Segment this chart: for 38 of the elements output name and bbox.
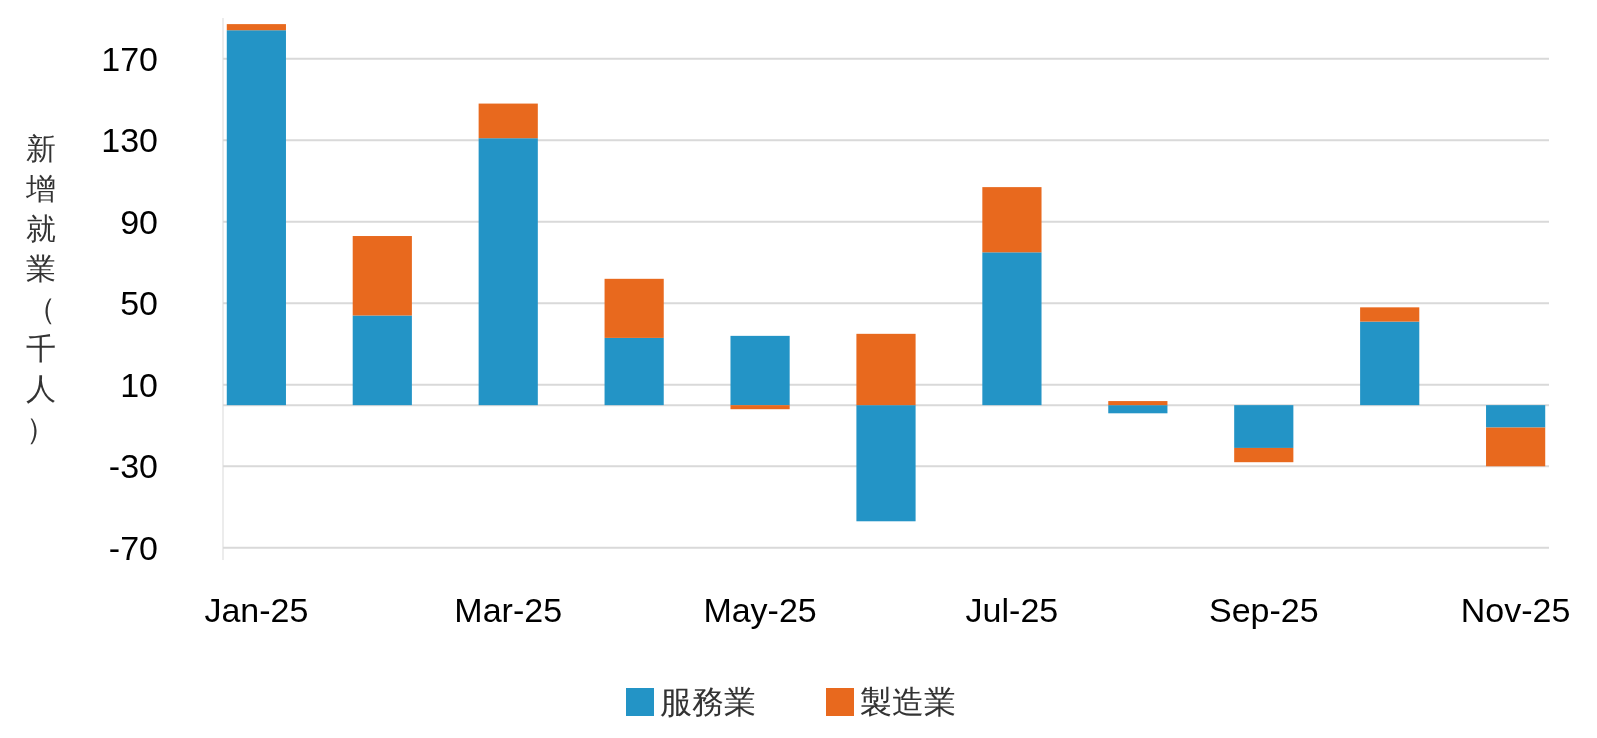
bar <box>478 103 538 139</box>
bar <box>730 405 790 410</box>
x-tick-label: Jan-25 <box>204 591 309 629</box>
bar <box>1108 405 1168 414</box>
x-tick-label: Mar-25 <box>454 591 563 629</box>
y-tick-label: 50 <box>120 284 158 323</box>
bar <box>1234 405 1294 448</box>
bar <box>478 138 538 406</box>
bar <box>982 187 1042 253</box>
bar <box>856 333 916 406</box>
legend-label: 服務業 <box>660 683 756 722</box>
bar <box>1360 321 1420 406</box>
bar <box>226 24 286 31</box>
x-tick-label: Nov-25 <box>1460 591 1571 629</box>
x-tick-label: Jul-25 <box>965 591 1059 629</box>
bar <box>226 30 286 406</box>
y-tick-label: 130 <box>101 121 158 160</box>
bar <box>856 405 916 522</box>
bar <box>604 337 664 406</box>
y-axis-title: 新增就業（千人） <box>25 131 56 446</box>
bar <box>1486 427 1546 467</box>
legend-label: 製造業 <box>860 683 956 722</box>
bar <box>604 278 664 338</box>
y-tick-label: 90 <box>120 202 158 241</box>
y-tick-label: -30 <box>108 447 158 486</box>
bar <box>352 236 412 316</box>
x-tick-label: May-25 <box>703 591 817 629</box>
bar <box>1234 447 1294 463</box>
bar <box>352 315 412 406</box>
bar <box>982 252 1042 406</box>
y-tick-label: 10 <box>120 365 158 404</box>
bar <box>730 335 790 406</box>
x-tick-label: Sep-25 <box>1208 591 1319 629</box>
y-tick-label: -70 <box>108 528 158 567</box>
bar <box>1108 401 1168 406</box>
bar <box>1486 405 1546 428</box>
bar <box>1360 307 1420 322</box>
y-tick-label: 170 <box>101 39 158 78</box>
